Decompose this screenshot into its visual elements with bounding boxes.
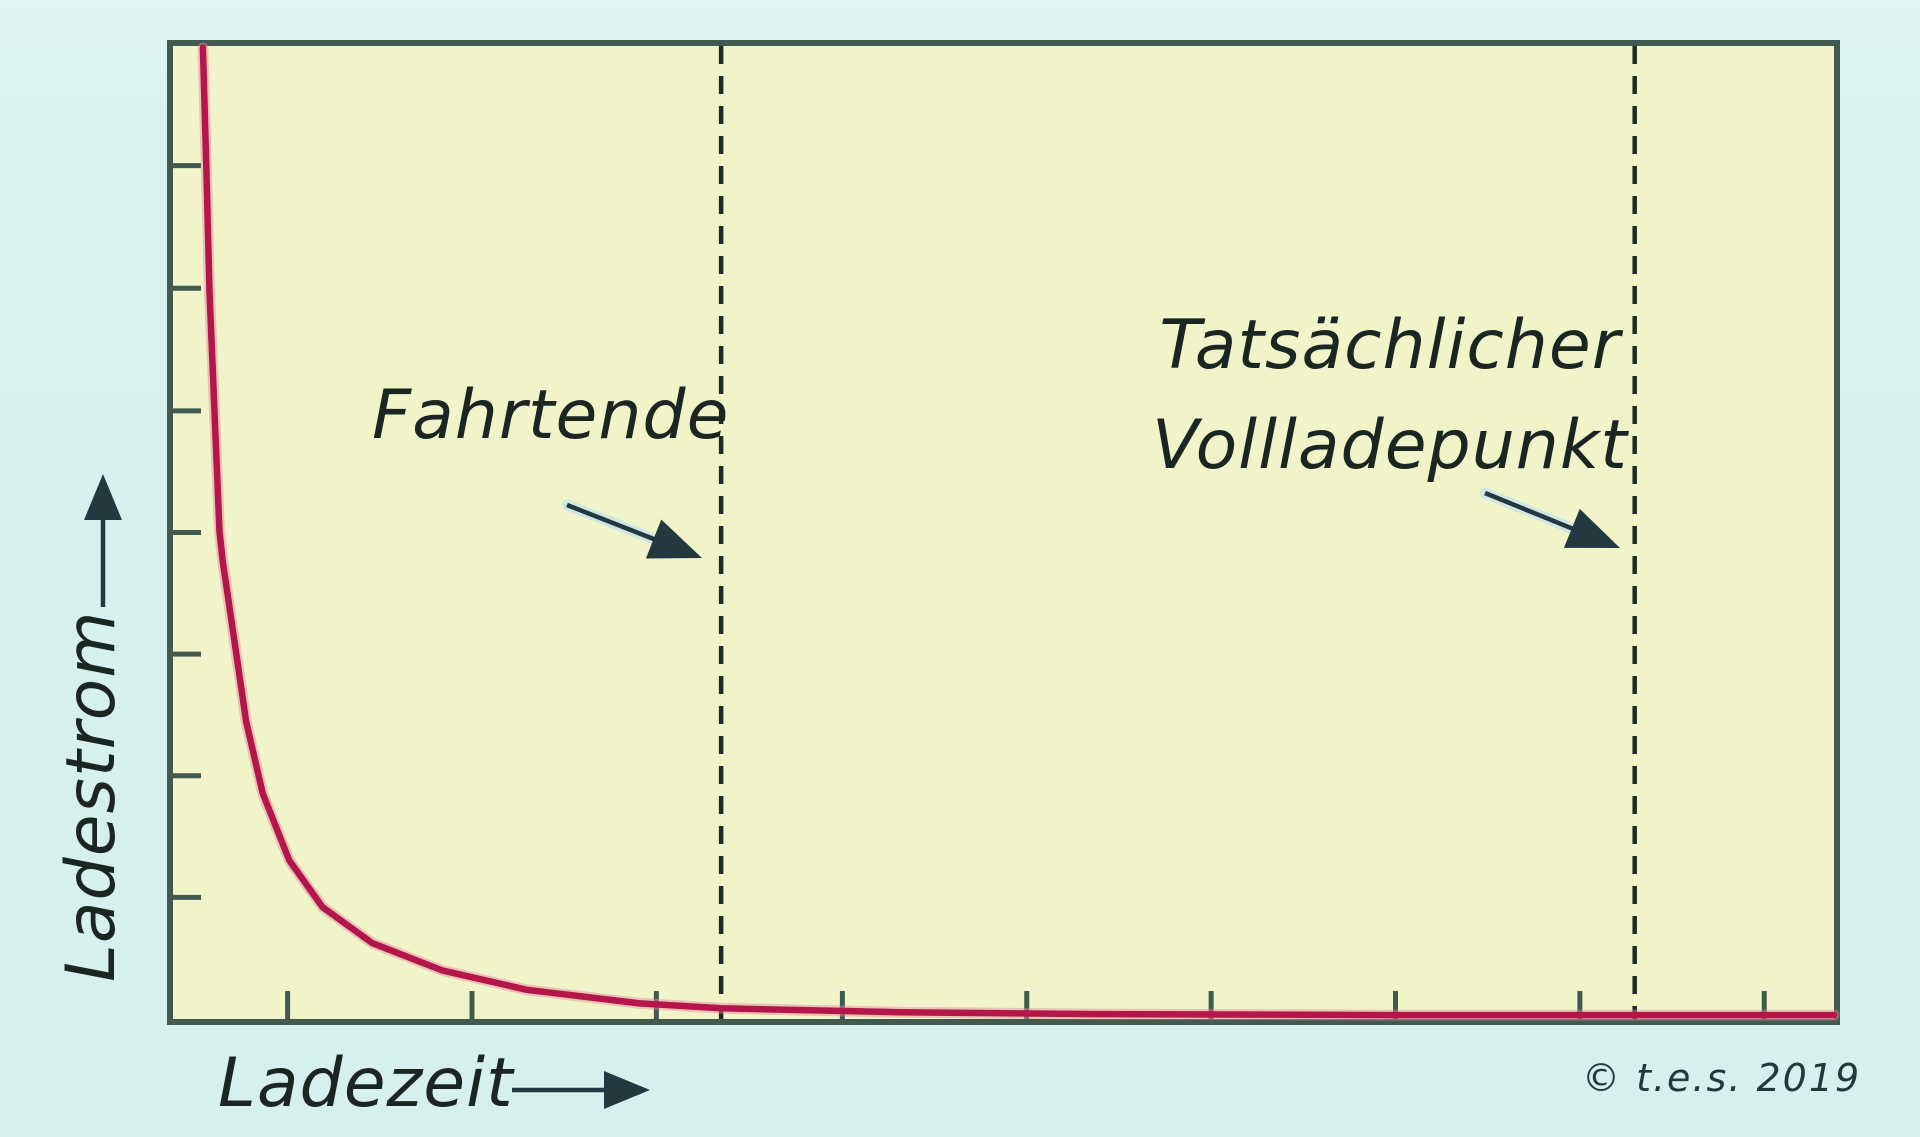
x-axis-arrow-head <box>604 1071 650 1109</box>
vollladepunkt-arrow-head <box>1563 508 1620 548</box>
charging-current-curve <box>199 44 1838 1019</box>
vollladepunkt-arrow-shaft <box>1484 490 1585 536</box>
annotation-fahrtende-label: Fahrtende <box>372 376 730 455</box>
copyright-text: © t.e.s. 2019 <box>1582 1056 1862 1100</box>
y-axis-label: Ladestrom <box>52 610 131 982</box>
plot-frame <box>167 40 1840 1025</box>
annotation-vollladepunkt-label: Tatsächlicher Vollladepunkt <box>1140 296 1640 496</box>
y-axis-arrow-head <box>84 474 122 520</box>
x-axis-label: Ladezeit <box>218 1044 514 1123</box>
fahrtende-arrow-head <box>645 519 702 559</box>
fahrtende-arrow-shaft <box>566 502 667 546</box>
plot-area <box>170 43 1837 1022</box>
annotation-vollladepunkt-line1: Tatsächlicher <box>1159 306 1621 385</box>
annotation-vollladepunkt-line2: Vollladepunkt <box>1152 406 1628 485</box>
